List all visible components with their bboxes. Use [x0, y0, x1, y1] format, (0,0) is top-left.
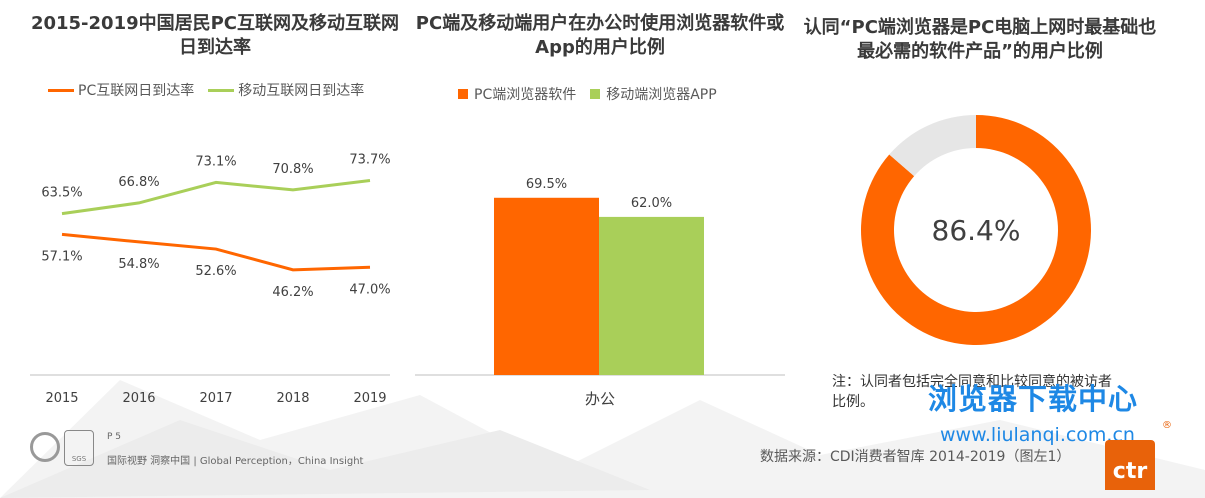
chart1-data-label-pc-2017: 52.6% [195, 264, 236, 279]
chart1-data-label-pc-2016: 54.8% [118, 257, 159, 272]
chart2-x-tick-办公: 办公 [585, 390, 615, 408]
chart2-bar-pc-browser [494, 197, 599, 375]
legend-item-mobile: 移动互联网日到达率 [208, 80, 364, 100]
legend-item-pc-browser: PC端浏览器软件 [458, 84, 576, 104]
chart1-x-tick-2015: 2015 [45, 391, 78, 406]
chart2-bar-mobile-app [599, 216, 704, 375]
ctr-logo: ctr [1105, 440, 1155, 490]
page-number: P 5 [107, 432, 122, 442]
chart1-x-tick-2018: 2018 [276, 391, 309, 406]
data-source: 数据来源：CDI消费者智库 2014-2019（图左1） [760, 449, 1071, 465]
legend-item-mobile-app: 移动端浏览器APP [590, 84, 717, 104]
chart1-data-label-mobile-2016: 66.8% [118, 175, 159, 190]
registered-mark-icon: ® [1162, 420, 1172, 431]
legend-label-mobile-app: 移动端浏览器APP [606, 87, 717, 103]
legend-swatch-mobile [208, 88, 235, 92]
watermark-url[interactable]: www.liulanqi.com.cn [940, 424, 1135, 446]
chart1-data-label-pc-2019: 47.0% [349, 282, 390, 297]
legend-swatch-pc-browser [458, 89, 468, 99]
legend-swatch-pc [48, 88, 74, 92]
legend-label-mobile: 移动互联网日到达率 [238, 83, 365, 99]
chart3-center-label: 86.4% [932, 214, 1021, 247]
chart2-data-label-pc-browser: 69.5% [526, 177, 567, 192]
chart1-series-line-mobile [61, 178, 371, 216]
chart2-legend: PC端浏览器软件 移动端浏览器APP [458, 84, 731, 104]
chart1-x-tick-2019: 2019 [353, 391, 386, 406]
footer-tagline: 国际视野 洞察中国 | Global Perception，China Insi… [107, 456, 364, 467]
certification-seal-icon [30, 432, 60, 462]
chart1-x-tick-2016: 2016 [122, 391, 155, 406]
chart1-title: 2015-2019中国居民PC互联网及移动互联网日到达率 [30, 13, 400, 58]
legend-swatch-mobile-app [590, 89, 601, 99]
footnote: 注：认同者包括完全同意和比较同意的被访者比例。 [832, 374, 1112, 410]
chart1-data-label-mobile-2017: 73.1% [195, 154, 236, 169]
chart1-data-label-mobile-2015: 63.5% [41, 186, 82, 201]
chart1-data-label-mobile-2019: 73.7% [349, 152, 390, 167]
legend-item-pc: PC互联网日到达率 [48, 80, 194, 100]
chart1-series-line-pc [61, 232, 371, 272]
chart3-slice-other [889, 114, 976, 177]
chart1-x-tick-2017: 2017 [199, 391, 232, 406]
watermark-title: 浏览器下载中心 [928, 382, 1139, 416]
legend-label-pc: PC互联网日到达率 [78, 83, 195, 99]
chart1-data-label-mobile-2018: 70.8% [272, 162, 313, 177]
chart3-title: 认同“PC端浏览器是PC电脑上网时最基础也最必需的软件产品”的用户比例 [803, 17, 1157, 62]
legend-label-pc-browser: PC端浏览器软件 [474, 87, 577, 103]
chart1-data-label-pc-2015: 57.1% [41, 249, 82, 264]
chart2-data-label-mobile-app: 62.0% [631, 196, 672, 211]
sgs-badge-icon: SGS [64, 430, 94, 466]
chart2-title: PC端及移动端用户在办公时使用浏览器软件或App的用户比例 [415, 13, 785, 58]
chart1-legend: PC互联网日到达率 移动互联网日到达率 [48, 80, 378, 100]
chart1-data-label-pc-2018: 46.2% [272, 285, 313, 300]
